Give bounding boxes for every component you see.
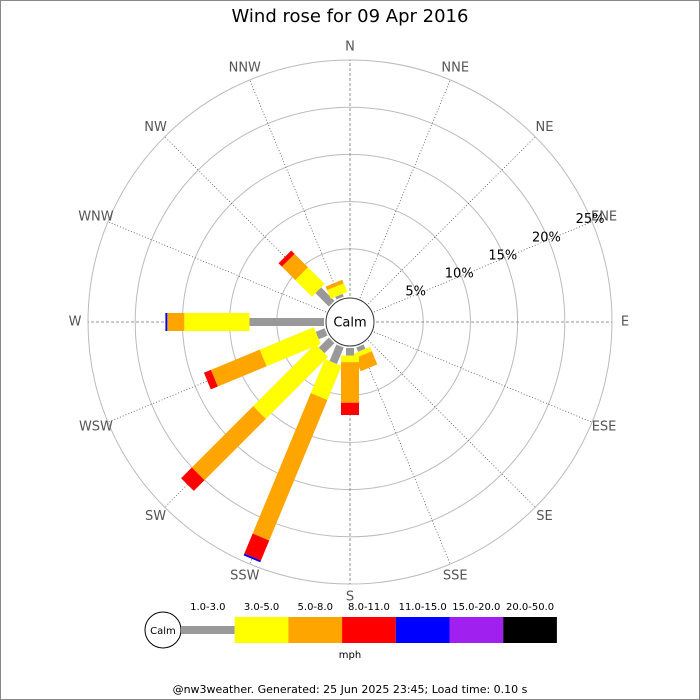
direction-label: E xyxy=(621,315,629,330)
r-tick-label: 25% xyxy=(576,212,605,227)
legend-label: 3.0-5.0 xyxy=(244,602,279,613)
legend-swatch xyxy=(234,617,289,643)
legend-label: 1.0-3.0 xyxy=(190,602,225,613)
bar-segment xyxy=(281,253,308,280)
legend-label: 15.0-20.0 xyxy=(452,602,500,613)
legend-swatch xyxy=(449,617,504,643)
footer: @nw3weather. Generated: 25 Jun 2025 23:4… xyxy=(173,683,528,696)
direction-label: NE xyxy=(535,120,553,135)
bar-segment xyxy=(252,393,328,541)
bar-segment xyxy=(315,328,328,340)
bar-segment xyxy=(243,553,261,563)
calm-label: Calm xyxy=(333,316,366,331)
direction-label: SSE xyxy=(443,569,468,584)
legend-label: 20.0-50.0 xyxy=(506,602,554,613)
bar-segment xyxy=(253,344,328,419)
bar-segment xyxy=(210,349,267,387)
bar-segment xyxy=(167,313,185,331)
bars xyxy=(165,250,378,563)
direction-label: ENE xyxy=(591,209,617,224)
direction-label: S xyxy=(346,590,354,605)
calm-circle xyxy=(325,297,375,347)
r-tick-label: 5% xyxy=(405,284,426,299)
legend-label: 5.0-8.0 xyxy=(298,602,333,613)
spoke xyxy=(368,340,536,508)
bar-segment xyxy=(181,467,205,491)
bar-segment xyxy=(353,346,372,359)
bar-segment xyxy=(244,533,270,561)
bar-segment xyxy=(278,250,295,267)
grid-ring xyxy=(134,106,566,538)
bar-segment xyxy=(184,313,250,331)
direction-label: W xyxy=(69,315,82,330)
bar-segment xyxy=(310,359,342,401)
legend-label: 11.0-15.0 xyxy=(399,602,447,613)
bar-segment xyxy=(329,344,344,365)
spoke xyxy=(359,345,451,565)
direction-label: NNW xyxy=(229,60,261,75)
bar-segment xyxy=(335,293,344,300)
bar-segment xyxy=(295,267,325,297)
legend-swatch xyxy=(342,617,396,643)
bar-segment xyxy=(327,283,348,299)
direction-label: NNE xyxy=(441,60,469,75)
bar-segment xyxy=(341,362,359,403)
direction-label: SW xyxy=(145,509,166,524)
direction-label: SSW xyxy=(230,569,260,584)
spoke xyxy=(249,79,341,299)
bar-segment xyxy=(355,351,378,372)
spoke xyxy=(368,136,536,304)
spoke xyxy=(359,79,451,299)
bar-segment xyxy=(341,402,359,416)
direction-label: N xyxy=(345,40,355,55)
bar-segment xyxy=(165,313,168,331)
spoke xyxy=(107,221,327,313)
bar-segment xyxy=(341,355,359,363)
direction-label: ESE xyxy=(592,420,617,435)
r-tick-label: 10% xyxy=(445,266,474,281)
bar-segment xyxy=(191,406,266,481)
bar-segment xyxy=(203,369,218,390)
legend-swatch xyxy=(181,626,235,634)
legend-swatch xyxy=(288,617,343,643)
bar-segment xyxy=(259,327,321,367)
bar-segment xyxy=(249,318,324,326)
legend-swatch xyxy=(503,617,557,643)
direction-label: SE xyxy=(536,509,552,524)
bar-segment xyxy=(325,279,344,291)
spoke xyxy=(373,221,593,313)
r-tick-label: 15% xyxy=(488,248,517,263)
chart-title: Wind rose for 09 Apr 2016 xyxy=(232,6,469,27)
unit-label: mph xyxy=(339,650,361,661)
bar-segment xyxy=(346,348,354,356)
spoke xyxy=(373,331,593,423)
legend-swatch xyxy=(395,617,450,643)
legend-calm-label: Calm xyxy=(150,626,176,637)
bar-segment xyxy=(315,287,335,307)
bar-segment xyxy=(356,344,366,352)
r-tick-label: 20% xyxy=(532,230,561,245)
direction-label: WNW xyxy=(78,209,114,224)
legend-label: 8.0-11.0 xyxy=(348,602,390,613)
bar-segment xyxy=(318,337,335,354)
direction-label: NW xyxy=(144,120,167,135)
direction-label: WSW xyxy=(79,420,113,435)
